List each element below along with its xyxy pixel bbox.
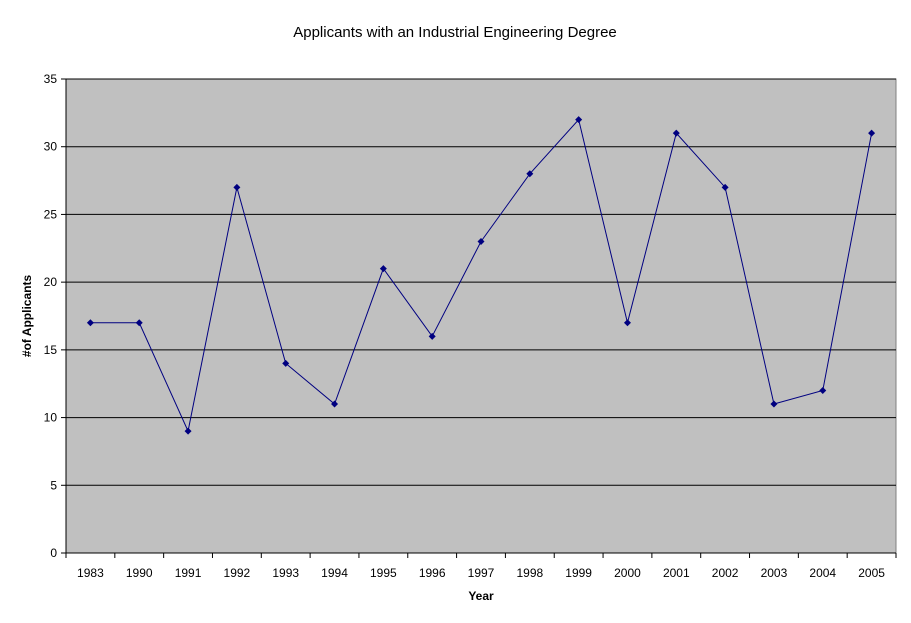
x-tick-label: 2000 [614, 566, 641, 580]
data-point [868, 129, 876, 137]
data-markers [86, 116, 876, 435]
data-point [526, 170, 534, 178]
y-tick-label: 20 [44, 275, 58, 289]
y-tick-label: 15 [44, 343, 58, 357]
x-tick-label: 1999 [565, 566, 592, 580]
x-tick-label: 2003 [761, 566, 788, 580]
x-tick-label: 1998 [516, 566, 543, 580]
y-tick-labels: 0 5 10 15 20 25 30 35 [44, 72, 58, 560]
y-tick-label: 35 [44, 72, 58, 86]
data-point [184, 427, 192, 435]
axes [61, 78, 897, 558]
y-axis-label: #of Applicants [20, 275, 34, 358]
data-point [623, 319, 631, 327]
x-tick-label: 1993 [272, 566, 299, 580]
y-tick-label: 30 [44, 140, 58, 154]
x-axis-label: Year [468, 589, 494, 603]
data-point [379, 265, 387, 273]
data-point [282, 359, 290, 367]
data-point [86, 319, 94, 327]
x-tick-label: 2002 [712, 566, 739, 580]
x-tick-label: 1991 [175, 566, 202, 580]
data-point [819, 386, 827, 394]
x-tick-label: 1990 [126, 566, 153, 580]
x-tick-label: 2005 [858, 566, 885, 580]
data-point [331, 400, 339, 408]
x-tick-labels: 1983 1990 1991 1992 1993 1994 1995 1996 1997 1998… [77, 566, 885, 580]
data-point [575, 116, 583, 124]
x-tick-label: 1995 [370, 566, 397, 580]
y-tick-label: 25 [44, 207, 58, 221]
x-tick-label: 1994 [321, 566, 348, 580]
data-point [233, 183, 241, 191]
x-tick-label: 2001 [663, 566, 690, 580]
plot-area [65, 78, 897, 554]
y-tick-label: 5 [50, 478, 57, 492]
data-point [672, 129, 680, 137]
data-point [428, 332, 436, 340]
y-tick-label: 10 [44, 411, 58, 425]
data-point [721, 183, 729, 191]
data-point [770, 400, 778, 408]
data-point [135, 319, 143, 327]
chart-title: Applicants with an Industrial Engineerin… [293, 24, 617, 41]
x-tick-label: 1992 [224, 566, 251, 580]
y-tick-label: 0 [50, 546, 57, 560]
data-point [477, 238, 485, 246]
x-tick-label: 1996 [419, 566, 446, 580]
x-tick-label: 1997 [468, 566, 495, 580]
x-tick-label: 2004 [809, 566, 836, 580]
x-tick-label: 1983 [77, 566, 104, 580]
